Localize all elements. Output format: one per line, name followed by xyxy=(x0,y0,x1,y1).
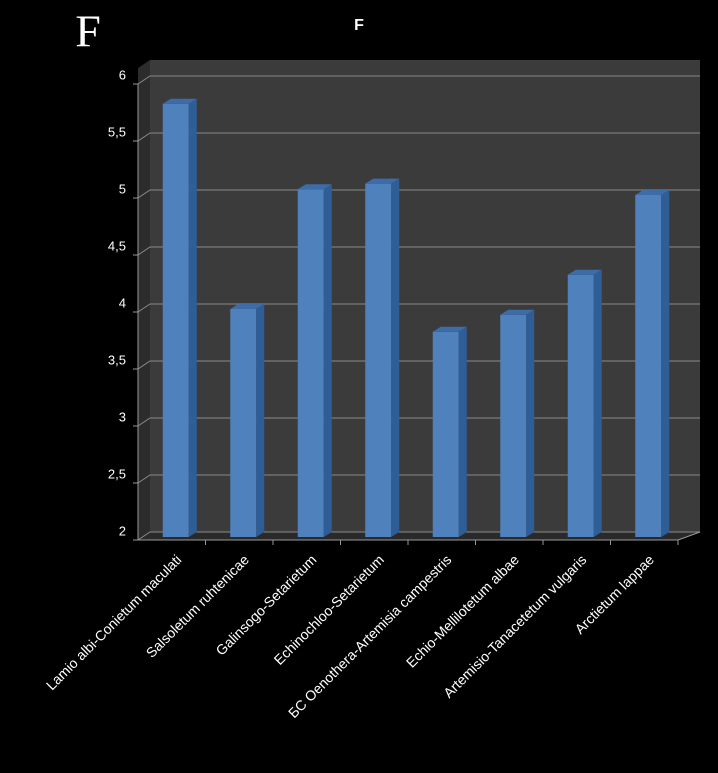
bar-top xyxy=(162,98,197,104)
y-tick-label: 5,5 xyxy=(108,124,126,139)
x-axis-depth xyxy=(677,531,701,541)
grid-line xyxy=(137,303,700,313)
bar-top xyxy=(230,304,265,309)
bar xyxy=(162,98,197,538)
bar-front xyxy=(230,309,257,537)
bar-top xyxy=(432,326,467,332)
bar-front xyxy=(635,195,662,537)
bar-front xyxy=(162,103,189,538)
grid-line xyxy=(137,246,700,256)
y-tick-label: 4 xyxy=(119,295,126,310)
bar-side xyxy=(526,309,535,537)
bar-front xyxy=(567,274,594,537)
bar-front xyxy=(297,189,324,538)
grid-line xyxy=(137,189,700,199)
bar-top xyxy=(365,178,400,184)
y-tick-label: 2,5 xyxy=(108,466,126,481)
bar-front xyxy=(432,331,459,537)
bar xyxy=(567,269,602,537)
chart-title: F xyxy=(354,17,364,34)
panel-label: F xyxy=(75,6,101,57)
bar-top xyxy=(635,190,670,195)
bar-front xyxy=(365,183,392,537)
grid-line xyxy=(137,132,700,142)
bar-top xyxy=(567,269,602,275)
back-wall xyxy=(150,60,700,532)
bar xyxy=(432,326,467,537)
bar-side xyxy=(391,178,400,537)
floor xyxy=(138,532,700,540)
y-tick-label: 3,5 xyxy=(108,352,126,367)
bar-side xyxy=(188,98,197,538)
bar-side xyxy=(323,184,332,538)
y-tick-label: 4,5 xyxy=(108,238,126,253)
bar-top xyxy=(500,309,535,315)
bar-side xyxy=(661,190,670,537)
bar xyxy=(297,184,332,538)
bar-front xyxy=(500,314,527,537)
side-wall xyxy=(138,60,150,540)
bar-side xyxy=(458,326,467,537)
y-tick-label: 5 xyxy=(119,181,126,196)
y-tick-label: 2 xyxy=(119,523,126,538)
bar xyxy=(230,304,265,537)
y-tick-label: 3 xyxy=(119,409,126,424)
y-tick-label: 6 xyxy=(119,67,126,82)
bar-side xyxy=(593,269,602,537)
bar xyxy=(500,309,535,537)
bar xyxy=(635,190,670,537)
grid-line xyxy=(137,75,700,85)
bar-top xyxy=(297,184,332,190)
bar-side xyxy=(256,304,265,537)
bar xyxy=(365,178,400,537)
